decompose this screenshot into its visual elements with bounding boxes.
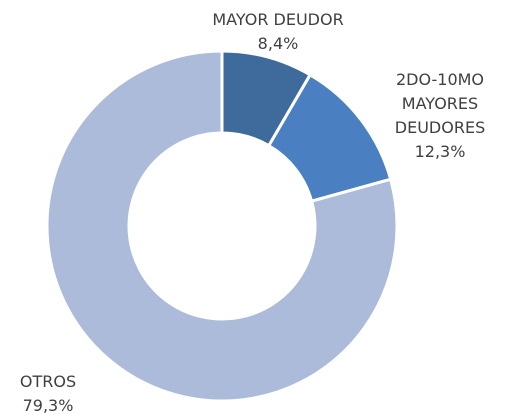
slice-label: OTROS 79,3%: [0, 370, 96, 416]
slice-label: MAYOR DEUDOR 8,4%: [198, 8, 358, 56]
category-label: MAYOR DEUDOR: [212, 10, 344, 29]
category-label: 2DO-10MO MAYORES DEUDORES: [394, 70, 486, 137]
value-label: 12,3%: [414, 142, 466, 161]
donut-slice: [45, 49, 399, 403]
value-label: 8,4%: [257, 34, 299, 53]
slice-label: 2DO-10MO MAYORES DEUDORES 12,3%: [380, 68, 500, 164]
value-label: 79,3%: [22, 396, 74, 415]
category-label: OTROS: [19, 372, 77, 391]
